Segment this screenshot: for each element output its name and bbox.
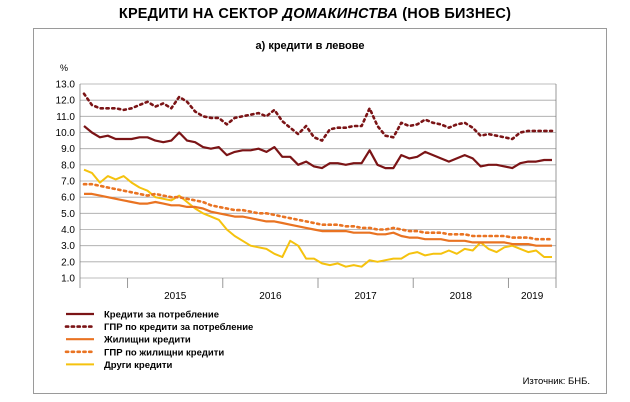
title-prefix: КРЕДИТИ НА СЕКТОР xyxy=(118,6,283,22)
page-title: КРЕДИТИ НА СЕКТОР ДОМАКИНСТВА (НОВ БИЗНЕ… xyxy=(0,6,630,22)
y-tick-label: 9.0 xyxy=(61,144,75,155)
title-suffix: (НОВ БИЗНЕС) xyxy=(398,6,512,22)
x-tick-label: 2015 xyxy=(164,291,187,302)
series-line-1 xyxy=(83,125,552,170)
y-tick-label: 1.0 xyxy=(61,274,75,285)
chart-subtitle: а) кредити в левове xyxy=(256,40,365,52)
title-italic: ДОМАКИНСТВА xyxy=(282,6,399,22)
chart-panel xyxy=(33,28,607,394)
y-tick-label: 11.0 xyxy=(56,112,75,123)
y-tick-label: 12.0 xyxy=(56,96,76,107)
legend-label: Кредити за потребление xyxy=(104,310,219,321)
legend-label: ГПР по кредити за потребление xyxy=(104,322,253,333)
series-line-5 xyxy=(83,168,552,268)
y-axis-ticks: 1.0 2.0 3.0 4.0 5.0 6.0 7.0 8.0 9.0 10.0 11.0 12.0 1… xyxy=(56,80,76,285)
series-line-3 xyxy=(84,192,552,247)
y-tick-label: 7.0 xyxy=(61,177,75,188)
grid-lines xyxy=(80,83,556,279)
y-tick-label: 5.0 xyxy=(61,209,75,220)
series-line-2 xyxy=(82,92,554,142)
y-tick-label: 6.0 xyxy=(61,193,75,204)
x-tick-label: 2019 xyxy=(521,291,544,302)
x-tick-label: 2018 xyxy=(450,291,473,302)
y-tick-label: 8.0 xyxy=(61,160,75,171)
legend-label: Жилищни кредити xyxy=(103,335,191,346)
y-tick-label: 4.0 xyxy=(61,225,75,236)
series-lines xyxy=(82,92,554,268)
x-tick-label: 2016 xyxy=(259,291,282,302)
x-tick-label: 2017 xyxy=(354,291,377,302)
legend-label: Други кредити xyxy=(104,360,173,371)
y-tick-label: 3.0 xyxy=(61,241,75,252)
x-axis: 2015 2016 2017 2018 2019 xyxy=(79,84,557,302)
y-tick-label: 10.0 xyxy=(56,128,76,139)
y-unit-label: % xyxy=(60,63,68,73)
y-tick-label: 2.0 xyxy=(61,257,75,268)
source-note: Източник: БНБ. xyxy=(522,376,590,387)
legend-label: ГПР по жилищни кредити xyxy=(104,347,224,358)
y-tick-label: 13.0 xyxy=(56,80,76,91)
series-line-4 xyxy=(82,182,554,241)
